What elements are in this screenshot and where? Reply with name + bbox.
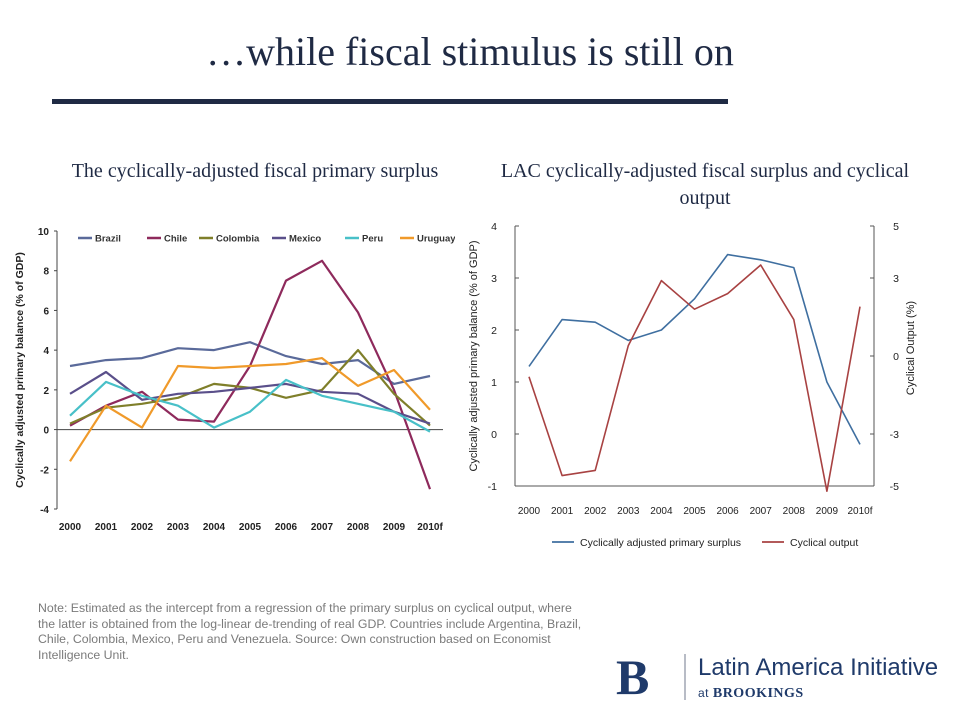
left-x-tick-label: 2009 (383, 522, 406, 533)
left-x-tick-label: 2003 (167, 522, 190, 533)
right-chart-left-tick-label: -1 (488, 481, 497, 493)
left-x-tick-label: 2010f (417, 522, 443, 533)
logo-mark: B (616, 649, 650, 705)
title-underline (52, 99, 728, 104)
series-line-cyclically-adjusted-primary-surplus (528, 253, 861, 445)
brookings-logo: B Latin America Initiative at BROOKINGS (612, 650, 947, 705)
left-x-tick-label: 2007 (311, 522, 334, 533)
left-x-tick-label: 2008 (347, 522, 370, 533)
logo-subline: at BROOKINGS (698, 686, 804, 702)
legend-label-brazil: Brazil (95, 234, 121, 245)
legend-label-cyclically-adjusted-primary-surplus: Cyclically adjusted primary surplus (580, 537, 741, 549)
left-x-tick-label: 2002 (131, 522, 154, 533)
legend-label-chile: Chile (164, 234, 187, 245)
left-x-tick-label: 2005 (239, 522, 262, 533)
right-chart-x-tick-label: 2005 (683, 506, 706, 517)
series-line-uruguay (69, 357, 431, 462)
legend-label-peru: Peru (362, 234, 383, 245)
right-chart-x-tick-label: 2008 (783, 506, 806, 517)
source-note: Note: Estimated as the intercept from a … (38, 601, 582, 662)
right-chart-right-tick-label: 0 (893, 351, 899, 363)
right-chart-left-tick-label: 2 (491, 325, 497, 337)
right-chart-y2-axis-label: Cyclical Output (%) (905, 301, 917, 395)
legend-label-colombia: Colombia (216, 234, 260, 245)
series-line-cyclical-output (528, 264, 861, 493)
right-line-chart: -1 0 1 2 3 4 -5 -3 0 3 5 2000 2001 2002 2003 2004 2005 20… (468, 221, 917, 549)
series-line-brazil (69, 341, 431, 385)
left-y-tick-label: 4 (43, 346, 49, 357)
left-y-tick-label: -4 (40, 505, 49, 516)
left-chart-subtitle: The cyclically-adjusted fiscal primary s… (71, 160, 439, 182)
right-chart-x-tick-label: 2004 (650, 506, 673, 517)
legend-label-uruguay: Uruguay (417, 234, 455, 245)
right-chart-right-tick-label: -5 (890, 481, 899, 493)
right-chart-x-tick-label: 2006 (716, 506, 739, 517)
left-x-tick-label: 2006 (275, 522, 298, 533)
logo-name: Latin America Initiative (698, 654, 939, 681)
left-y-tick-label: 6 (43, 306, 49, 317)
left-line-chart: -4 -2 0 2 4 6 8 10 2000 2001 2002 2003 2004 2005 2006 2… (14, 227, 455, 533)
left-y-tick-label: 8 (43, 267, 49, 278)
right-chart-right-tick-label: 5 (893, 221, 899, 233)
right-chart-left-tick-label: 0 (491, 429, 497, 441)
left-x-tick-label: 2004 (203, 522, 226, 533)
left-y-tick-label: 10 (38, 227, 50, 238)
left-y-tick-label: -2 (40, 465, 49, 476)
left-y-tick-label: 2 (43, 386, 49, 397)
legend-label-cyclical-output: Cyclical output (790, 537, 858, 549)
left-y-tick-label: 0 (43, 426, 49, 437)
legend-label-mexico: Mexico (289, 234, 321, 245)
slide-title: …while fiscal stimulus is still on (206, 29, 734, 74)
right-chart-y-axis-label: Cyclically adjusted primary balance (% o… (468, 240, 480, 471)
right-chart-x-tick-label: 2002 (584, 506, 607, 517)
right-chart-right-tick-label: 3 (893, 273, 899, 285)
right-chart-left-tick-label: 3 (491, 273, 497, 285)
right-chart-x-tick-label: 2010f (847, 506, 872, 517)
left-x-tick-label: 2001 (95, 522, 118, 533)
series-line-peru (69, 378, 431, 433)
right-chart-x-tick-label: 2003 (617, 506, 640, 517)
series-line-chile (69, 259, 432, 490)
right-chart-left-tick-label: 1 (491, 377, 497, 389)
logo-sub-prefix: at (698, 686, 710, 700)
right-chart-subtitle: LAC cyclically-adjusted fiscal surplus a… (500, 160, 910, 209)
left-y-axis-label: Cyclically adjusted primary balance (% o… (14, 252, 26, 488)
right-chart-left-tick-label: 4 (491, 221, 497, 233)
right-chart-x-tick-label: 2007 (750, 506, 773, 517)
left-x-tick-label: 2000 (59, 522, 82, 533)
right-chart-right-tick-label: -3 (890, 429, 899, 441)
logo-divider (684, 654, 686, 700)
right-chart-x-tick-label: 2009 (816, 506, 839, 517)
right-chart-x-tick-label: 2001 (551, 506, 574, 517)
logo-sub-org: BROOKINGS (712, 686, 804, 701)
right-chart-x-tick-label: 2000 (518, 506, 541, 517)
